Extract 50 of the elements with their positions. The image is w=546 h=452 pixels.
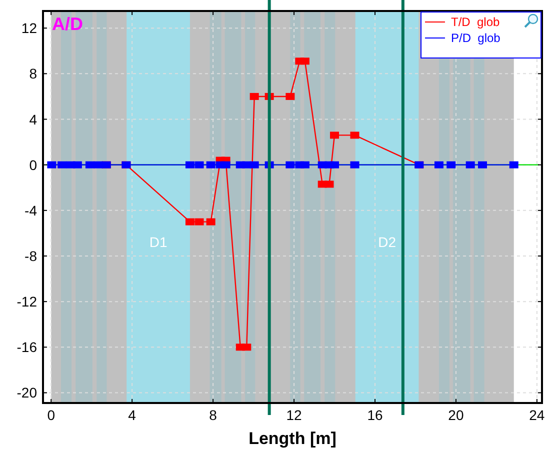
x-tick-label: 12 <box>286 407 302 423</box>
chart-title: A/D <box>52 14 83 34</box>
x-tick-label: 8 <box>209 407 218 423</box>
x-tick-label: 4 <box>128 407 136 423</box>
point <box>509 161 518 168</box>
point <box>47 161 56 168</box>
point <box>250 92 259 100</box>
point <box>330 161 340 168</box>
point <box>300 58 310 65</box>
point <box>221 161 230 168</box>
point <box>478 161 487 168</box>
x-tick-label: 20 <box>448 407 464 423</box>
band-label: D2 <box>378 234 396 250</box>
x-tick-label: 24 <box>529 407 545 423</box>
point <box>286 161 295 168</box>
point <box>194 218 204 226</box>
point <box>330 132 340 139</box>
x-tick-label: 16 <box>367 407 383 423</box>
y-tick-label: 4 <box>29 111 38 128</box>
point <box>286 92 295 100</box>
point <box>434 161 444 168</box>
point <box>194 161 204 168</box>
point <box>206 218 216 226</box>
point <box>85 161 94 168</box>
point <box>300 161 310 168</box>
band-label: D1 <box>149 234 168 250</box>
point <box>185 218 194 226</box>
point <box>350 132 360 139</box>
y-tick-label: 12 <box>21 20 38 36</box>
point <box>206 161 216 168</box>
y-tick-label: -8 <box>24 248 38 264</box>
y-tick-label: -16 <box>16 339 38 356</box>
y-tick-label: -20 <box>16 384 38 401</box>
legend-label: T/D glob <box>451 15 500 29</box>
y-tick-label: -4 <box>24 202 38 218</box>
x-axis-title: Length [m] <box>248 429 336 448</box>
point <box>72 161 82 168</box>
point <box>324 180 334 188</box>
legend-label: P/D glob <box>451 31 501 45</box>
y-tick-label: -12 <box>16 294 38 310</box>
point <box>350 161 360 168</box>
y-tick-label: 8 <box>29 66 38 82</box>
x-tick-label: 0 <box>47 407 56 423</box>
point <box>58 161 67 168</box>
point <box>446 161 456 168</box>
point <box>466 161 475 168</box>
point <box>185 161 194 168</box>
point <box>242 344 252 351</box>
point <box>250 161 259 168</box>
y-tick-label: 0 <box>29 156 38 173</box>
